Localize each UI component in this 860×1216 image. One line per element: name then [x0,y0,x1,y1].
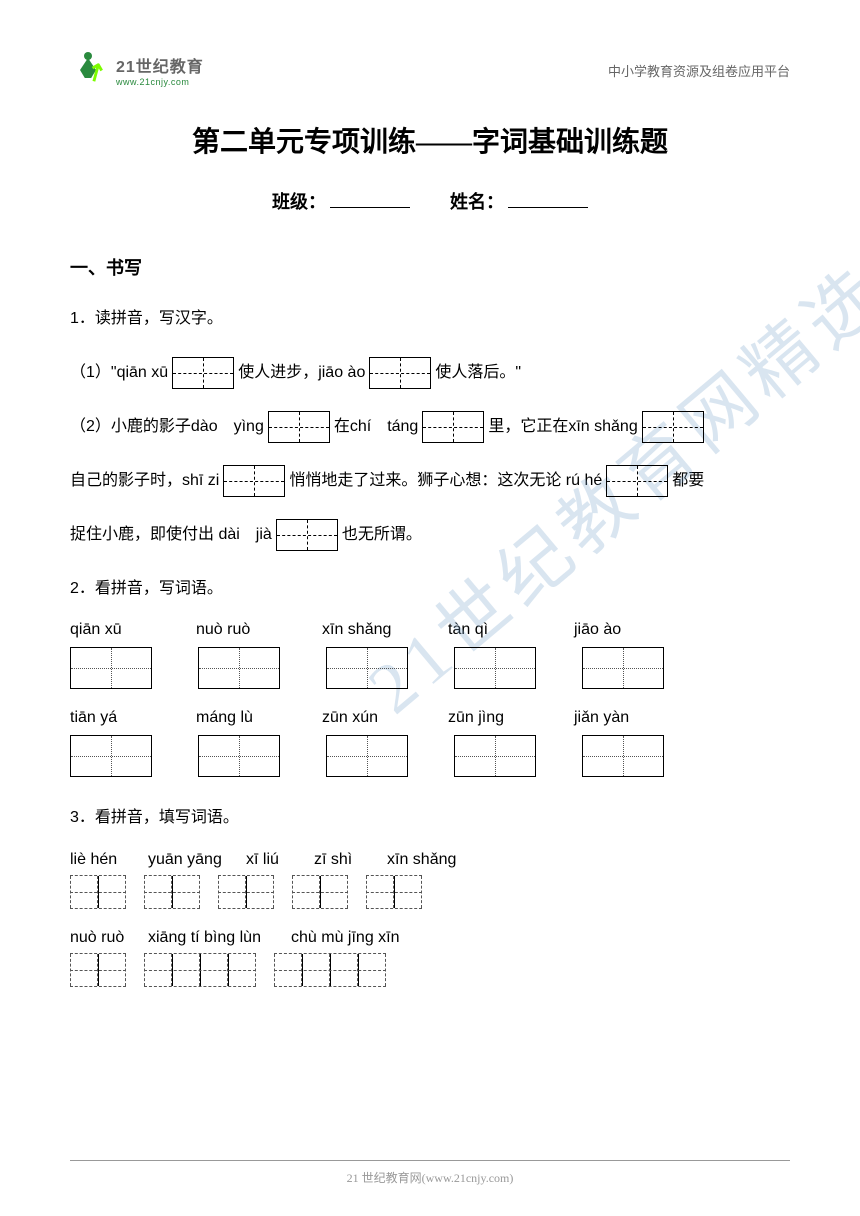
writing-box[interactable] [70,647,152,689]
logo-icon: ↗ [70,50,110,90]
logo-text-sub: www.21cnjy.com [116,77,204,87]
writing-box[interactable] [606,465,668,497]
q1-line2: （2）小鹿的影子dào yìng 在chí táng 里，它正在xīn shǎn… [70,406,790,448]
writing-box[interactable] [144,953,256,987]
writing-box[interactable] [326,735,408,777]
q2-row1-labels: qiān xū nuò ruò xīn shǎng tàn qì jiāo ào [70,621,790,639]
writing-box[interactable] [70,953,126,987]
q1-line1: （1）"qiān xū 使人进步，jiāo ào 使人落后。" [70,352,790,394]
writing-box[interactable] [223,465,285,497]
q2-row2-boxes [70,735,790,777]
q3-row1-labels: liè hén yuān yāng xī liú zī shì xīn shǎn… [70,851,790,869]
class-label: 班级： [272,192,326,212]
writing-box[interactable] [454,735,536,777]
writing-box[interactable] [172,357,234,389]
q3-row2-boxes [70,953,790,987]
writing-box[interactable] [454,647,536,689]
writing-box[interactable] [198,647,280,689]
name-label: 姓名： [450,192,504,212]
page-title: 第二单元专项训练——字词基础训练题 [70,120,790,160]
q3-row2-labels: nuò ruò xiāng tí bìng lùn chù mù jīng xī… [70,929,790,947]
q1-line4: 捉住小鹿，即使付出 dài jià 也无所谓。 [70,514,790,556]
writing-box[interactable] [422,411,484,443]
q1-prompt: 1．读拼音，写汉字。 [70,298,790,340]
header-right-text: 中小学教育资源及组卷应用平台 [608,61,790,80]
class-blank[interactable] [330,207,410,208]
writing-box[interactable] [198,735,280,777]
footer-line [70,1160,790,1161]
logo: ↗ 21世纪教育 www.21cnjy.com [70,50,204,90]
writing-box[interactable] [274,953,386,987]
writing-box[interactable] [326,647,408,689]
writing-box[interactable] [582,647,664,689]
writing-box[interactable] [369,357,431,389]
subtitle: 班级： 姓名： [70,188,790,214]
writing-box[interactable] [70,735,152,777]
q2-row2-labels: tiān yá máng lù zūn xún zūn jìng jiǎn yà… [70,709,790,727]
writing-box[interactable] [144,875,200,909]
page-header: ↗ 21世纪教育 www.21cnjy.com 中小学教育资源及组卷应用平台 [70,50,790,90]
writing-box[interactable] [292,875,348,909]
writing-box[interactable] [276,519,338,551]
logo-text-main: 21世纪教育 [116,53,204,77]
name-blank[interactable] [508,207,588,208]
q2-row1-boxes [70,647,790,689]
writing-box[interactable] [642,411,704,443]
q3-row1-boxes [70,875,790,909]
writing-box[interactable] [582,735,664,777]
section1-heading: 一、书写 [70,254,790,280]
writing-box[interactable] [268,411,330,443]
writing-box[interactable] [218,875,274,909]
q3-prompt: 3．看拼音，填写词语。 [70,797,790,839]
q2-prompt: 2．看拼音，写词语。 [70,568,790,610]
q1-line3: 自己的影子时，shī zi 悄悄地走了过来。狮子心想：这次无论 rú hé 都要 [70,460,790,502]
writing-box[interactable] [366,875,422,909]
footer: 21 世纪教育网(www.21cnjy.com) [0,1169,860,1186]
writing-box[interactable] [70,875,126,909]
